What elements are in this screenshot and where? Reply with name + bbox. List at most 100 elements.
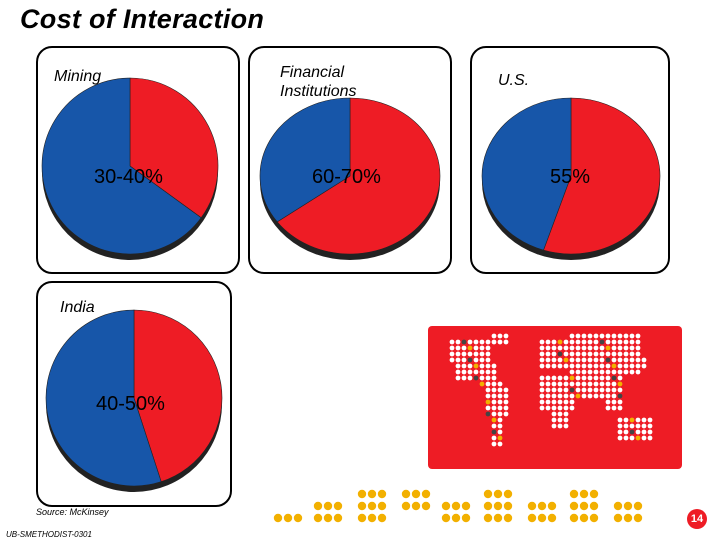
map-dot bbox=[593, 363, 599, 369]
map-dot bbox=[563, 423, 569, 429]
gold-dot bbox=[569, 501, 579, 511]
map-dot bbox=[617, 405, 623, 411]
map-dot bbox=[563, 387, 569, 393]
map-dot bbox=[497, 441, 503, 447]
map-dot bbox=[491, 405, 497, 411]
map-dot bbox=[485, 411, 491, 417]
map-dot bbox=[593, 381, 599, 387]
map-dot bbox=[581, 363, 587, 369]
map-dot bbox=[641, 363, 647, 369]
map-dot bbox=[551, 417, 557, 423]
map-dot bbox=[641, 429, 647, 435]
map-dot bbox=[497, 393, 503, 399]
map-dot bbox=[461, 357, 467, 363]
gold-dot bbox=[493, 489, 503, 499]
map-dot bbox=[467, 375, 473, 381]
gold-dot bbox=[527, 513, 537, 523]
pie-slice-red bbox=[133, 309, 223, 483]
map-dot bbox=[545, 387, 551, 393]
map-dot bbox=[557, 351, 563, 357]
map-dot bbox=[593, 375, 599, 381]
map-dot bbox=[605, 351, 611, 357]
gold-dot bbox=[503, 513, 513, 523]
map-dot bbox=[629, 417, 635, 423]
map-dot bbox=[473, 369, 479, 375]
map-dot bbox=[575, 333, 581, 339]
map-dot bbox=[563, 351, 569, 357]
map-dot bbox=[569, 333, 575, 339]
map-dot bbox=[569, 381, 575, 387]
map-dot bbox=[629, 435, 635, 441]
gold-dot bbox=[401, 489, 411, 499]
pie-chart-india bbox=[45, 309, 223, 492]
map-dot bbox=[611, 333, 617, 339]
map-dot bbox=[641, 417, 647, 423]
map-dot bbox=[569, 405, 575, 411]
map-dot bbox=[503, 333, 509, 339]
map-dot bbox=[617, 423, 623, 429]
map-dot bbox=[539, 387, 545, 393]
map-dot bbox=[491, 429, 497, 435]
map-dot bbox=[605, 333, 611, 339]
map-dot bbox=[467, 369, 473, 375]
gold-dot bbox=[357, 501, 367, 511]
map-dot bbox=[563, 399, 569, 405]
pie-chart-mining bbox=[41, 77, 219, 260]
map-dot bbox=[587, 375, 593, 381]
map-dot bbox=[605, 369, 611, 375]
map-dot bbox=[557, 363, 563, 369]
map-dot bbox=[539, 357, 545, 363]
map-dot bbox=[473, 375, 479, 381]
page-title: Cost of Interaction bbox=[20, 4, 265, 34]
map-dot bbox=[485, 393, 491, 399]
gold-dot bbox=[411, 489, 421, 499]
map-dot bbox=[551, 387, 557, 393]
pie-slice-blue bbox=[41, 77, 202, 255]
map-dot bbox=[617, 429, 623, 435]
gold-dot bbox=[451, 501, 461, 511]
pie-chart-financial bbox=[259, 97, 441, 260]
map-dot bbox=[647, 417, 653, 423]
map-dot bbox=[485, 351, 491, 357]
map-dot bbox=[599, 351, 605, 357]
map-dot bbox=[503, 405, 509, 411]
map-dot bbox=[539, 399, 545, 405]
gold-dot bbox=[377, 501, 387, 511]
map-dot bbox=[449, 339, 455, 345]
map-dot bbox=[575, 387, 581, 393]
map-dot bbox=[617, 387, 623, 393]
map-dot bbox=[479, 375, 485, 381]
map-dot bbox=[545, 405, 551, 411]
map-dot bbox=[629, 357, 635, 363]
map-dot bbox=[605, 363, 611, 369]
pie-label-financial: 60-70% bbox=[312, 166, 381, 188]
map-dot bbox=[545, 351, 551, 357]
map-dot bbox=[629, 333, 635, 339]
map-dot bbox=[539, 393, 545, 399]
map-dot bbox=[647, 435, 653, 441]
map-dot bbox=[497, 405, 503, 411]
map-dot bbox=[605, 375, 611, 381]
map-dot bbox=[497, 417, 503, 423]
map-dot bbox=[491, 435, 497, 441]
map-dot bbox=[551, 375, 557, 381]
map-dot bbox=[599, 369, 605, 375]
map-dot bbox=[563, 375, 569, 381]
map-dot bbox=[491, 441, 497, 447]
map-dot bbox=[575, 375, 581, 381]
gold-dot bbox=[367, 489, 377, 499]
gold-dot bbox=[421, 489, 431, 499]
world-map bbox=[428, 326, 682, 469]
gold-dot bbox=[313, 501, 323, 511]
map-dot bbox=[551, 399, 557, 405]
map-dot bbox=[563, 345, 569, 351]
map-dot bbox=[617, 381, 623, 387]
map-dot bbox=[539, 405, 545, 411]
pie-title-mining: Mining bbox=[54, 68, 102, 85]
map-dot bbox=[617, 435, 623, 441]
gold-dot bbox=[493, 513, 503, 523]
map-dot bbox=[545, 393, 551, 399]
map-dot bbox=[575, 363, 581, 369]
map-dot bbox=[635, 435, 641, 441]
map-dot bbox=[605, 387, 611, 393]
